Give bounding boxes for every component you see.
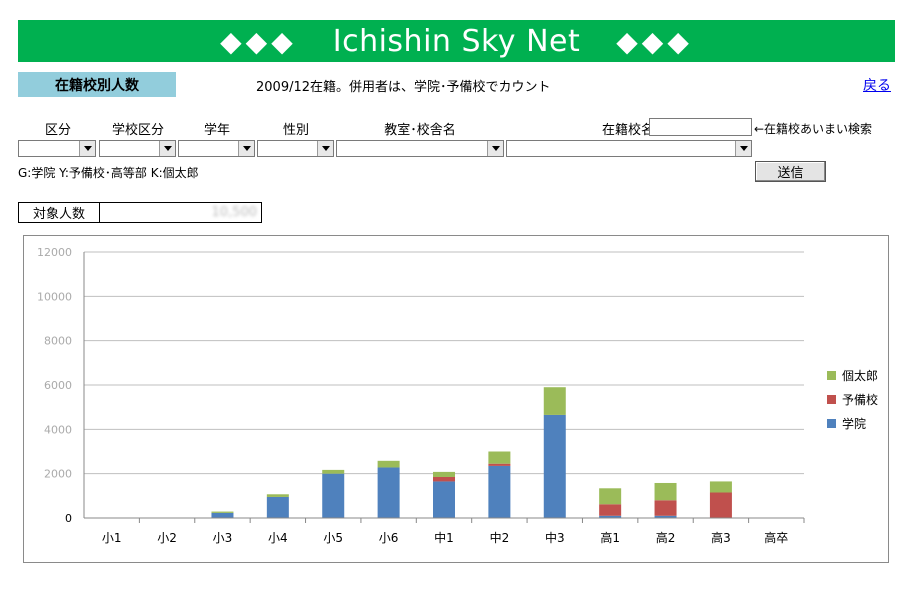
category-select[interactable]	[18, 140, 96, 157]
bar-segment	[543, 414, 566, 518]
filter-label-category: 区分	[44, 123, 71, 138]
filter-label-gender: 性別	[282, 123, 309, 138]
bar-segment	[488, 451, 511, 464]
x-tick-label: 中2	[490, 530, 510, 545]
chevron-down-icon[interactable]	[317, 141, 333, 156]
stacked-bar-chart: 0 2000 4000 6000 8000 10000 12000 小1 小2 小3 小4 小5 小6 中…	[23, 235, 889, 563]
bar-segment	[322, 473, 345, 518]
legend-label: 予備校	[842, 392, 878, 407]
legend-swatch	[827, 395, 836, 404]
legend-label: 学院	[842, 416, 866, 431]
bar-segment	[709, 481, 732, 493]
bar-segment	[599, 504, 622, 516]
grade-select[interactable]	[178, 140, 255, 157]
filter-label-classroom: 教室･校舎名	[384, 123, 456, 138]
target-count-label: 対象人数	[19, 203, 100, 222]
bar-segment	[599, 488, 622, 505]
legend-label: 個太郎	[842, 368, 878, 383]
bar-segment	[488, 465, 511, 518]
bar-segment	[377, 467, 400, 518]
school-name-select[interactable]	[506, 140, 752, 157]
site-banner: ◆◆◆ Ichishin Sky Net ◆◆◆	[18, 20, 895, 62]
target-count-value: 10,500	[211, 205, 258, 220]
filter-label-grade: 学年	[203, 123, 230, 138]
x-tick-label: 高3	[711, 530, 731, 545]
send-button[interactable]: 送信	[755, 161, 826, 182]
bar-segment	[488, 463, 511, 466]
bar-segment	[211, 512, 234, 518]
target-count: 対象人数 10,500	[18, 202, 262, 223]
diamond-icons-left: ◆◆◆	[220, 24, 297, 58]
bar-segment	[709, 492, 732, 518]
y-tick-label: 10000	[37, 290, 72, 303]
x-tick-label: 小3	[213, 531, 233, 545]
bar-segment	[266, 494, 289, 497]
x-tick-label: 中3	[545, 530, 565, 545]
x-tick-label: 小6	[379, 531, 399, 545]
x-tick-label: 小5	[323, 531, 343, 545]
bar-segment	[654, 482, 677, 501]
gender-select[interactable]	[257, 140, 334, 157]
legend-swatch	[827, 419, 836, 428]
chevron-down-icon[interactable]	[238, 141, 254, 156]
bar-segment	[654, 515, 677, 518]
chevron-down-icon[interactable]	[735, 141, 751, 156]
bar-segment	[433, 471, 455, 477]
data-note: 2009/12在籍。併用者は、学院･予備校でカウント	[256, 80, 551, 95]
y-tick-label: 4000	[44, 423, 72, 436]
chevron-down-icon[interactable]	[79, 141, 95, 156]
bar-segment	[599, 515, 622, 518]
diamond-icons-right: ◆◆◆	[616, 24, 693, 58]
bar-segment	[266, 496, 289, 518]
filter-label-school-type: 学校区分	[111, 123, 164, 138]
bar-segment	[433, 481, 455, 518]
legend-swatch	[827, 371, 836, 380]
bar-segment	[654, 500, 677, 516]
bar-segment	[211, 511, 234, 513]
filter-label-school-name: 在籍校名	[601, 123, 654, 138]
chevron-down-icon[interactable]	[159, 141, 175, 156]
site-title: Ichishin Sky Net	[332, 23, 581, 59]
bar-segment	[543, 387, 566, 415]
chevron-down-icon[interactable]	[487, 141, 503, 156]
chart-canvas: 0 2000 4000 6000 8000 10000 12000 小1 小2 小3 小4 小5 小6 中…	[37, 246, 878, 545]
y-tick-label: 12000	[37, 246, 72, 259]
y-tick-label: 6000	[44, 379, 72, 392]
school-type-select[interactable]	[99, 140, 176, 157]
x-tick-label: 高1	[600, 530, 620, 545]
y-tick-label: 0	[65, 512, 72, 525]
x-tick-label: 高2	[656, 530, 676, 545]
x-tick-label: 小4	[268, 531, 288, 545]
code-legend: G:学院 Y:予備校･高等部 K:個太郎	[18, 166, 199, 180]
bar-segment	[322, 469, 345, 474]
classroom-select[interactable]	[336, 140, 504, 157]
school-fuzzy-search-input[interactable]	[649, 118, 752, 136]
x-tick-label: 中1	[434, 530, 454, 545]
x-tick-label: 小1	[102, 531, 122, 545]
y-tick-label: 2000	[44, 468, 72, 481]
back-link[interactable]: 戻る	[863, 78, 891, 94]
x-tick-label: 小2	[157, 531, 177, 545]
bar-segment	[377, 460, 400, 468]
x-tick-label: 高卒	[764, 530, 788, 545]
page-title: 在籍校別人数	[18, 72, 176, 97]
bar-segment	[433, 476, 455, 482]
fuzzy-search-hint: ←在籍校あいまい検索	[754, 122, 873, 136]
y-tick-label: 8000	[44, 335, 72, 348]
